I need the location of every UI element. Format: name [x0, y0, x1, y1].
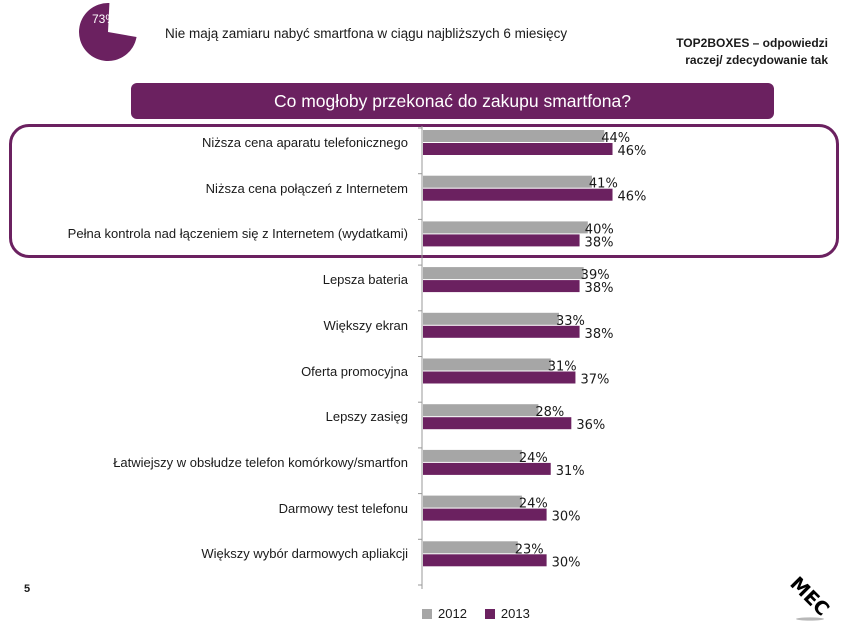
- category-label: Większy wybór darmowych apliakcji: [201, 546, 408, 562]
- legend-item-2013: 2013: [484, 606, 530, 621]
- bar-2012-0: [423, 130, 605, 142]
- data-label-2013-6: 36%: [576, 418, 605, 433]
- legend-label-2013: 2013: [500, 606, 530, 621]
- top2boxes-line-2: raczej/ zdecydowanie tak: [685, 53, 828, 67]
- data-label-2012-2: 40%: [585, 222, 614, 237]
- data-label-2013-0: 46%: [618, 144, 647, 159]
- legend: 2012 2013: [422, 606, 530, 621]
- data-label-2012-7: 24%: [519, 451, 548, 466]
- data-label-2013-1: 46%: [618, 190, 647, 205]
- bar-2012-5: [423, 358, 551, 371]
- subtitle: Nie mają zamiaru nabyć smartfona w ciągu…: [165, 26, 568, 41]
- category-label: Pełna kontrola nad łączeniem się z Inter…: [67, 226, 408, 242]
- bar-2012-1: [423, 175, 592, 188]
- bar-2013-3: [423, 280, 580, 293]
- data-label-2012-3: 39%: [581, 268, 610, 283]
- data-label-2013-8: 30%: [552, 510, 581, 525]
- category-label: Darmowy test telefonu: [278, 500, 408, 516]
- bar-2012-6: [423, 404, 539, 417]
- data-label-2013-7: 31%: [556, 464, 585, 479]
- data-label-2013-5: 37%: [580, 373, 609, 388]
- question-title-bar: Co mogłoby przekonać do zakupu smartfona…: [131, 83, 774, 119]
- data-label-2013-3: 38%: [585, 281, 614, 296]
- highlight-box-top3: [9, 124, 839, 258]
- bar-2012-2: [423, 221, 588, 234]
- top2boxes-line-1: TOP2BOXES – odpowiedzi: [676, 36, 828, 50]
- question-title: Co mogłoby przekonać do zakupu smartfona…: [273, 90, 631, 111]
- bar-2012-4: [423, 312, 559, 325]
- data-label-2013-2: 38%: [585, 235, 614, 250]
- bar-2013-2: [423, 234, 580, 247]
- category-label: Większy ekran: [323, 317, 408, 333]
- bar-2013-0: [423, 143, 613, 155]
- bar-2012-7: [423, 449, 522, 462]
- data-label-2013-4: 38%: [585, 327, 614, 342]
- legend-swatch-2013: [484, 608, 495, 619]
- logo-text: MEC: [785, 574, 832, 621]
- bar-2012-8: [423, 495, 522, 508]
- pie-chart-73-percent: [79, 3, 137, 61]
- category-label: Łatwiejszy w obsłudze telefon komórkowy/…: [113, 454, 408, 470]
- bar-2013-9: [423, 554, 547, 567]
- pie-value-label: 73%: [92, 12, 117, 26]
- top2boxes-note: TOP2BOXES – odpowiedzi raczej/ zdecydowa…: [598, 35, 828, 69]
- bar-2013-7: [423, 462, 551, 475]
- bar-2013-8: [423, 508, 547, 521]
- bar-2012-3: [423, 267, 584, 280]
- bar-2012-9: [423, 541, 518, 554]
- category-label: Lepsza bateria: [322, 272, 408, 288]
- bar-2013-5: [423, 371, 576, 384]
- legend-item-2012: 2012: [422, 606, 467, 621]
- data-label-2012-5: 31%: [548, 360, 577, 375]
- pie-slice: [79, 3, 137, 61]
- category-label: Niższa cena aparatu telefonicznego: [202, 135, 408, 150]
- mec-logo-icon: MEC: [785, 574, 832, 621]
- data-label-2012-4: 33%: [556, 314, 585, 329]
- logo-shadow: [796, 617, 824, 621]
- data-label-2012-9: 23%: [515, 542, 544, 557]
- legend-swatch-2012: [422, 608, 432, 619]
- data-label-2012-0: 44%: [601, 131, 630, 146]
- data-label-2013-9: 30%: [552, 555, 581, 570]
- bar-2013-1: [423, 188, 613, 201]
- legend-label-2012: 2012: [438, 606, 467, 621]
- data-label-2012-8: 24%: [519, 497, 548, 512]
- category-label: Lepszy zasięg: [325, 409, 408, 425]
- category-label: Niższa cena połączeń z Internetem: [205, 180, 408, 196]
- data-label-2012-1: 41%: [589, 177, 618, 192]
- data-label-2012-6: 28%: [535, 405, 564, 420]
- category-label: Oferta promocyjna: [301, 363, 408, 379]
- page-number: 5: [24, 583, 31, 595]
- bar-2013-4: [423, 325, 580, 338]
- bar-2013-6: [423, 417, 572, 430]
